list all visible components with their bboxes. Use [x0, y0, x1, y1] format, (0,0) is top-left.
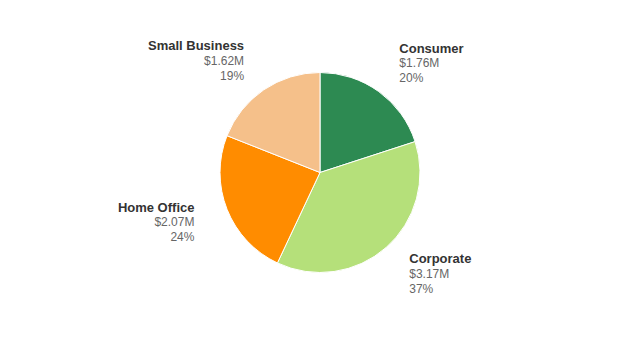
svg-text:$3.17M: $3.17M — [409, 267, 449, 281]
svg-text:24%: 24% — [170, 230, 194, 244]
svg-text:Small Business: Small Business — [148, 38, 244, 53]
svg-text:$1.76M: $1.76M — [399, 56, 439, 70]
svg-text:Consumer: Consumer — [399, 41, 463, 56]
svg-text:Home Office: Home Office — [118, 200, 195, 215]
svg-text:$1.62M: $1.62M — [204, 54, 244, 68]
svg-text:$2.07M: $2.07M — [154, 215, 194, 229]
svg-text:19%: 19% — [220, 69, 244, 83]
svg-text:Corporate: Corporate — [409, 251, 471, 266]
svg-text:37%: 37% — [409, 282, 433, 296]
svg-text:20%: 20% — [399, 71, 423, 85]
